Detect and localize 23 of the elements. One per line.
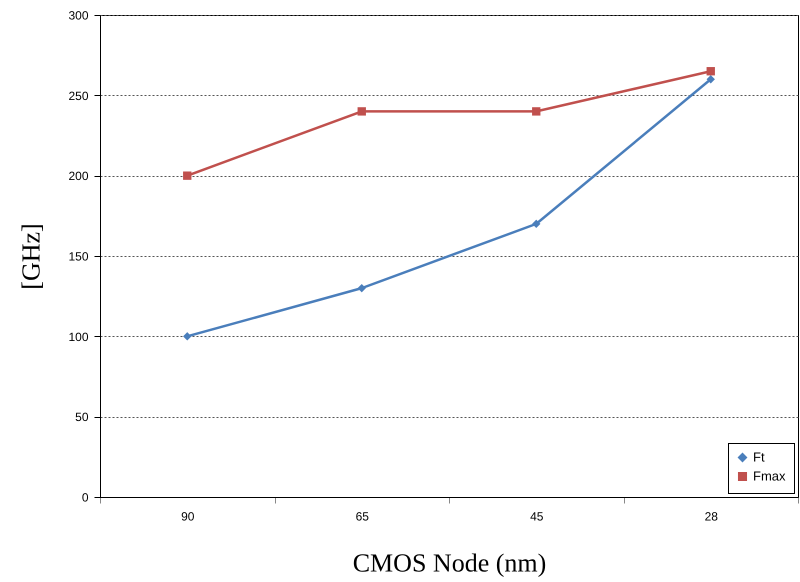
x-tick-label: 28 [704,510,718,524]
x-tick-label: 45 [530,510,544,524]
x-tick-label: 65 [356,510,370,524]
y-tick-label: 0 [82,490,89,504]
x-tick-label: 90 [181,510,195,524]
y-tick-label: 300 [68,8,89,22]
y-tick-label: 50 [75,410,89,424]
point [706,67,715,76]
y-tick-label: 150 [68,250,89,264]
y-tick-label: 250 [68,88,89,103]
point [358,284,366,292]
legend-label: Ft [753,450,765,464]
point [706,75,715,84]
point [358,107,366,116]
point [183,171,192,180]
x-axis-title: CMOS Node (nm) [352,548,546,578]
legend-label: Fmax [753,468,786,484]
y-tick-label: 200 [68,169,89,184]
y-axis-title: [GHz] [16,223,46,290]
point [532,107,540,116]
point [532,220,540,228]
y-tick-label: 100 [68,330,89,344]
point [183,332,192,341]
